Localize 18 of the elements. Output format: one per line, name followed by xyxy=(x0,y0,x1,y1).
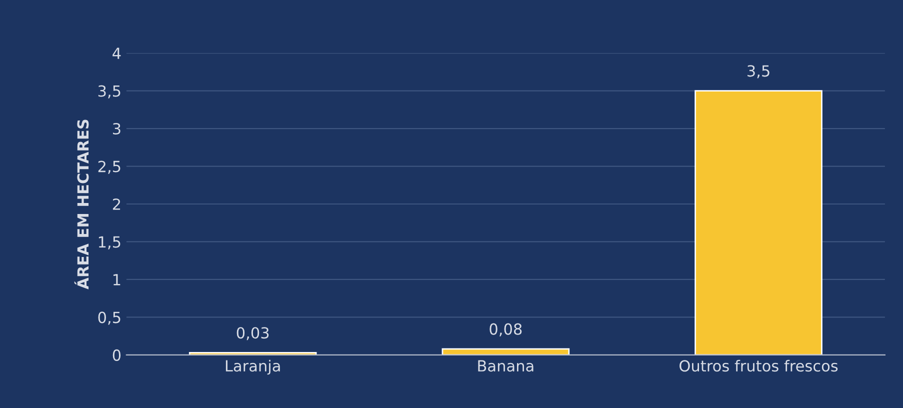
y-tick-label: 1,5 xyxy=(98,236,120,250)
bar xyxy=(442,348,570,355)
y-tick-label: 0 xyxy=(112,349,121,361)
x-tick-label: Laranja xyxy=(226,360,280,375)
bar xyxy=(694,90,822,355)
y-tick-label: 4 xyxy=(112,48,121,59)
y-axis-title: ÁREA EM HECTARES xyxy=(74,120,89,290)
y-tick-label: 0,5 xyxy=(98,312,120,325)
y-tick-label: 1 xyxy=(114,274,120,286)
y-tick-label: 3 xyxy=(113,122,120,135)
data-label: 0,08 xyxy=(490,323,522,336)
x-tick-label: Banana xyxy=(478,360,534,372)
y-tick-label: 2 xyxy=(112,198,120,210)
x-tick-label: Outros frutos frescos xyxy=(680,360,838,372)
y-tick-label: 3,5 xyxy=(98,85,120,98)
data-label: 3,5 xyxy=(748,65,770,78)
data-label: 0,03 xyxy=(236,327,269,340)
y-tick-label: 2,5 xyxy=(98,160,120,174)
